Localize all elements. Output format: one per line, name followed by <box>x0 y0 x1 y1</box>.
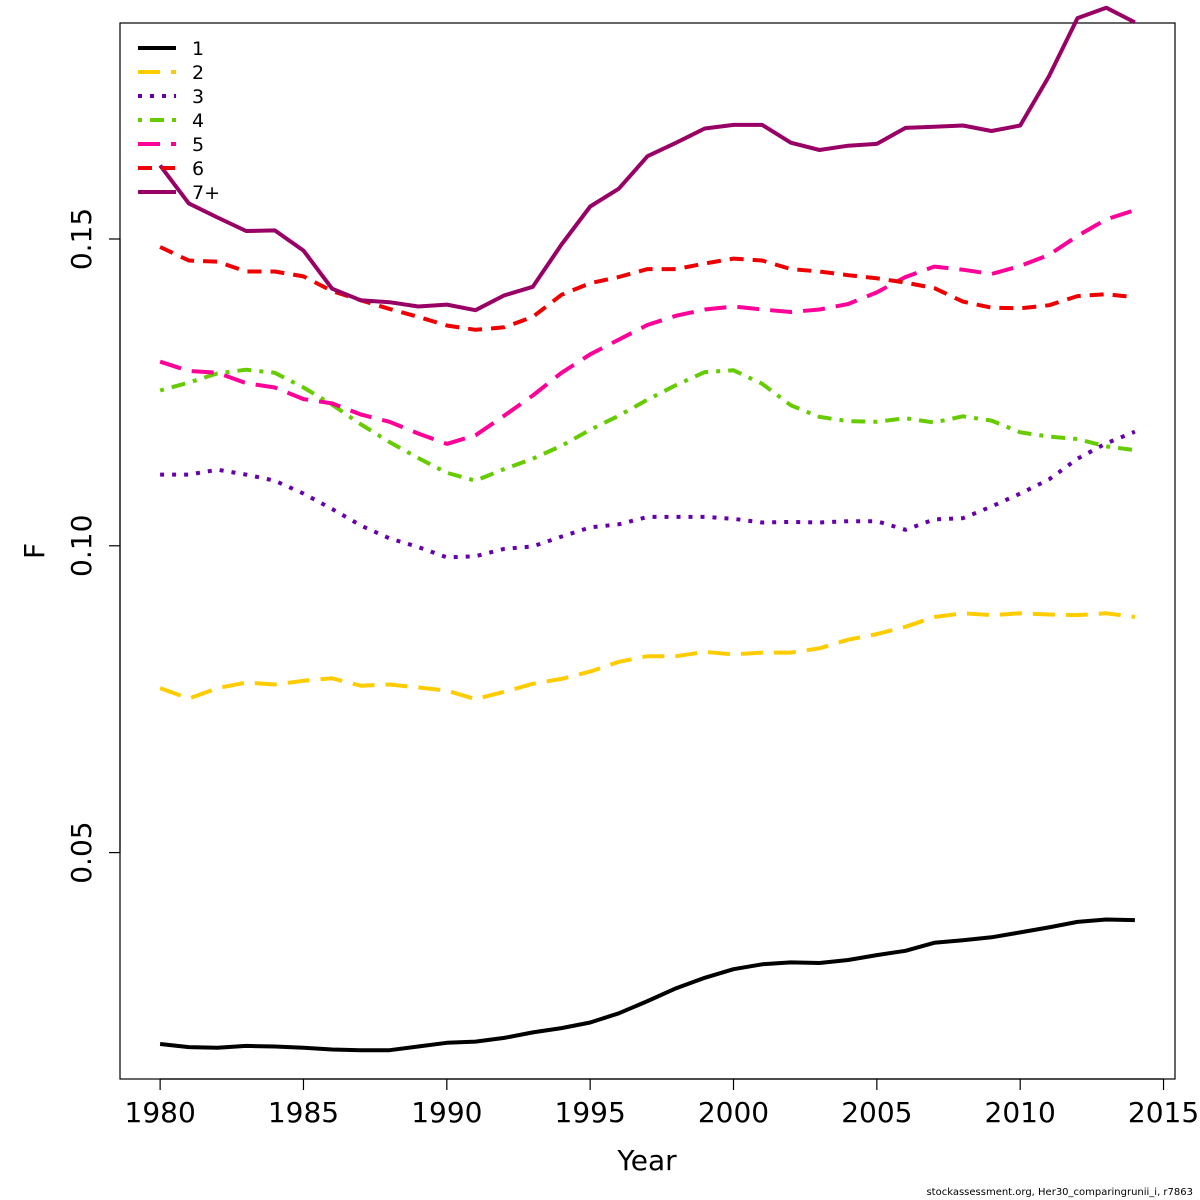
y-tick-label: 0.10 <box>65 515 98 577</box>
series-line-2 <box>159 611 1136 702</box>
x-tick-label: 1995 <box>555 1096 626 1129</box>
y-axis: 0.05 0.10 0.15 <box>65 208 121 884</box>
x-tick-label: 2010 <box>985 1096 1056 1129</box>
series-line-3 <box>160 429 1136 560</box>
series-line-5 <box>159 208 1136 446</box>
x-tick-label: 2005 <box>841 1096 912 1129</box>
series-line-6 <box>159 245 1136 332</box>
footer-text: stockassessment.org, Her30_comparingruni… <box>926 1187 1193 1198</box>
legend-label: 6 <box>192 158 204 180</box>
y-tick-label: 0.15 <box>65 208 98 270</box>
legend-label: 7+ <box>192 182 220 204</box>
plot-frame <box>119 22 1176 1080</box>
y-tick-label: 0.05 <box>65 821 98 883</box>
x-tick-label: 1985 <box>268 1096 339 1129</box>
x-tick-label: 1990 <box>411 1096 482 1129</box>
x-tick-label: 2000 <box>698 1096 769 1129</box>
y-axis-title: F <box>18 543 51 559</box>
legend-label: 3 <box>192 86 204 108</box>
x-tick-label: 2015 <box>1128 1096 1199 1129</box>
series-line-1 <box>159 917 1135 1053</box>
legend-label: 5 <box>192 134 204 156</box>
series-line-7 <box>158 5 1136 313</box>
legend-label: 1 <box>192 38 204 60</box>
series-layer <box>158 5 1136 1053</box>
x-axis-title: Year <box>616 1144 677 1177</box>
x-tick-label: 1980 <box>125 1096 196 1129</box>
legend-label: 4 <box>192 110 204 132</box>
series-line-4 <box>159 367 1136 483</box>
x-axis: 1980 1985 1990 1995 2000 2005 2010 2015 <box>125 1078 1199 1129</box>
legend-label: 2 <box>192 62 204 84</box>
